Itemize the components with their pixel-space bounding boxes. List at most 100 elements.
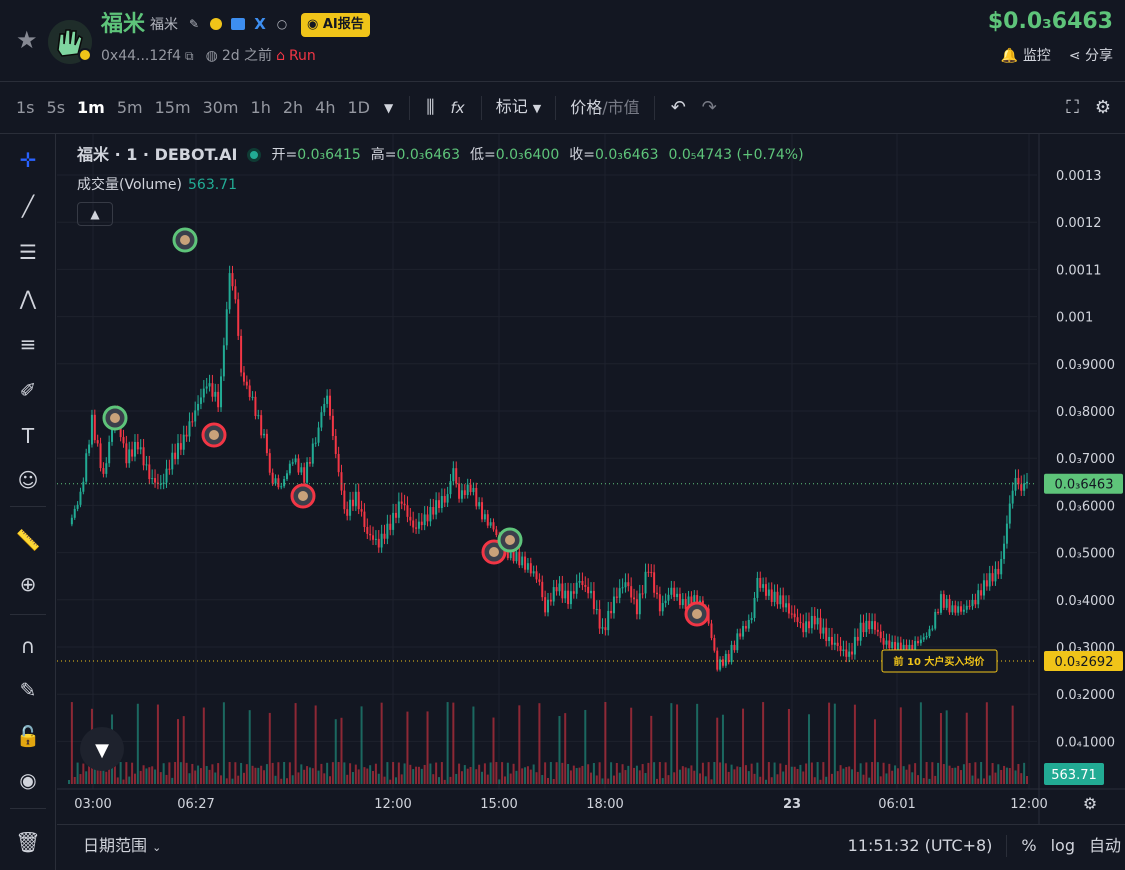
timeframe-1h[interactable]: 1h — [250, 97, 271, 117]
volume-bar — [544, 762, 547, 784]
volume-bar — [191, 763, 194, 784]
volume-bar — [326, 762, 329, 784]
candle-body — [343, 490, 346, 510]
timeframe-5m[interactable]: 5m — [116, 97, 143, 117]
volume-bar — [277, 762, 280, 784]
price-toggle[interactable]: 价格 — [570, 97, 603, 117]
candle-body — [805, 621, 808, 633]
volume-bar — [759, 776, 762, 784]
toolbar-divider — [480, 95, 482, 120]
price-chart[interactable]: 0.0013 0.0012 0.0011 0.001 0.0₃9000 0.0₃8000 0… — [57, 134, 1125, 824]
percent-scale-toggle[interactable]: % — [1021, 836, 1037, 855]
fib-icon[interactable]: ≡ — [19, 332, 37, 356]
candle-body — [848, 651, 851, 657]
auto-scale-toggle[interactable]: 自动 — [1088, 836, 1121, 855]
scale-controls: 11:51:32 (UTC+8) % log 自动 — [848, 835, 1121, 857]
horizontal-lines-icon[interactable]: ☰ — [19, 240, 37, 264]
text-tool-icon[interactable]: T — [21, 424, 35, 448]
trash-icon[interactable]: 🗑 — [15, 830, 41, 854]
clock-time[interactable]: 11:51:32 (UTC+8) — [847, 836, 993, 855]
timeframe-1D[interactable]: 1D — [347, 97, 371, 117]
axis-settings-icon[interactable]: ⚙ — [1083, 794, 1097, 813]
volume-bar — [472, 706, 475, 784]
zoom-in-icon[interactable]: ⊕ — [19, 572, 37, 596]
candle-body — [727, 653, 730, 663]
search-icon[interactable]: ○ — [276, 17, 288, 31]
favorite-star-icon[interactable]: ★ — [16, 26, 38, 54]
candle-body — [661, 603, 664, 612]
eye-icon[interactable]: ◉ — [19, 768, 37, 792]
unlock-icon[interactable]: 🔓 — [15, 724, 41, 748]
pattern-icon[interactable]: ⋀ — [19, 286, 37, 310]
watch-button[interactable]: 🔔 监控 — [1000, 48, 1051, 64]
volume-bar — [894, 765, 897, 784]
emoji-icon[interactable]: ☺ — [17, 468, 39, 492]
volume-bar — [288, 762, 291, 784]
trend-line-icon[interactable]: ╱ — [21, 194, 35, 218]
brush-icon[interactable]: ✐ — [19, 378, 37, 402]
timeframe-2h[interactable]: 2h — [282, 97, 304, 117]
lock-drawing-icon[interactable]: ✎ — [19, 678, 37, 702]
volume-bar — [635, 765, 638, 784]
coin-icon[interactable] — [208, 16, 224, 32]
run-label: Run — [288, 48, 316, 64]
volume-bar — [363, 767, 366, 784]
volume-bar — [82, 763, 85, 784]
candle-body — [432, 506, 435, 515]
undo-icon[interactable]: ↶ — [670, 96, 686, 118]
volume-bar — [572, 765, 575, 784]
candle-body — [787, 603, 790, 614]
timeframe-30m[interactable]: 30m — [202, 97, 239, 117]
ruler-icon[interactable]: 📏 — [15, 528, 41, 552]
fullscreen-icon[interactable]: ⛶ — [1066, 96, 1079, 118]
volume-bar — [492, 717, 495, 784]
indicators-button[interactable]: fx — [450, 98, 465, 117]
settings-gear-icon[interactable]: ⚙ — [1094, 96, 1111, 118]
timeframe-4h[interactable]: 4h — [315, 97, 336, 117]
chart-canvas[interactable]: 0.0013 0.0012 0.0011 0.001 0.0₃9000 0.0₃8000 0… — [57, 134, 1125, 824]
live-status-icon — [247, 148, 262, 162]
share-button[interactable]: ⋖ 分享 — [1068, 48, 1113, 64]
crosshair-icon[interactable]: ✛ — [19, 148, 37, 172]
volume-bar — [879, 776, 882, 784]
timeframe-15m[interactable]: 15m — [154, 97, 191, 117]
volume-bar — [813, 777, 816, 784]
magnet-icon[interactable]: ∩ — [20, 634, 36, 658]
candle-body — [845, 649, 848, 657]
redo-icon[interactable]: ↷ — [701, 96, 717, 118]
candle-body — [458, 483, 461, 499]
telegram-icon[interactable] — [230, 16, 246, 32]
y-tick-label: 0.0₃9000 — [1056, 358, 1115, 373]
candle-body — [222, 345, 225, 377]
volume-bar — [481, 771, 484, 784]
mark-dropdown[interactable]: 标记 ▼ — [495, 96, 542, 116]
candle-body — [931, 628, 934, 630]
x-twitter-icon[interactable]: X — [254, 15, 266, 33]
edit-icon[interactable]: ✎ — [188, 17, 200, 31]
volume-bar — [483, 763, 486, 784]
candle-body — [985, 580, 988, 587]
timeframe-1m[interactable]: 1m — [77, 97, 105, 117]
candle-body — [721, 659, 724, 666]
log-scale-toggle[interactable]: log — [1050, 836, 1075, 855]
timeframe-1s[interactable]: 1s — [16, 97, 35, 117]
timeframe-dropdown-icon[interactable]: ▼ — [384, 100, 394, 115]
ai-report-button[interactable]: ◉ AI报告 — [301, 13, 370, 37]
collapse-legend-button[interactable]: ▲ — [77, 202, 113, 226]
timeframe-5s[interactable]: 5s — [46, 97, 66, 117]
candle-body — [604, 627, 607, 631]
volume-bar — [139, 770, 142, 784]
candle-type-icon[interactable]: ⫼ — [426, 96, 435, 118]
volume-bar — [435, 762, 438, 784]
candle-body — [351, 499, 354, 507]
candle-body — [618, 588, 621, 598]
candle-body — [590, 590, 593, 594]
candle-body — [888, 640, 891, 649]
copy-icon[interactable]: ⧉ — [185, 49, 194, 63]
volume-bar — [914, 763, 917, 784]
market-cap-toggle[interactable]: 市值 — [607, 97, 640, 117]
volume-bar — [412, 769, 415, 784]
volume-bar — [475, 769, 478, 784]
date-range-dropdown[interactable]: 日期范围 ⌄ — [83, 836, 162, 855]
volume-bar — [526, 766, 529, 784]
